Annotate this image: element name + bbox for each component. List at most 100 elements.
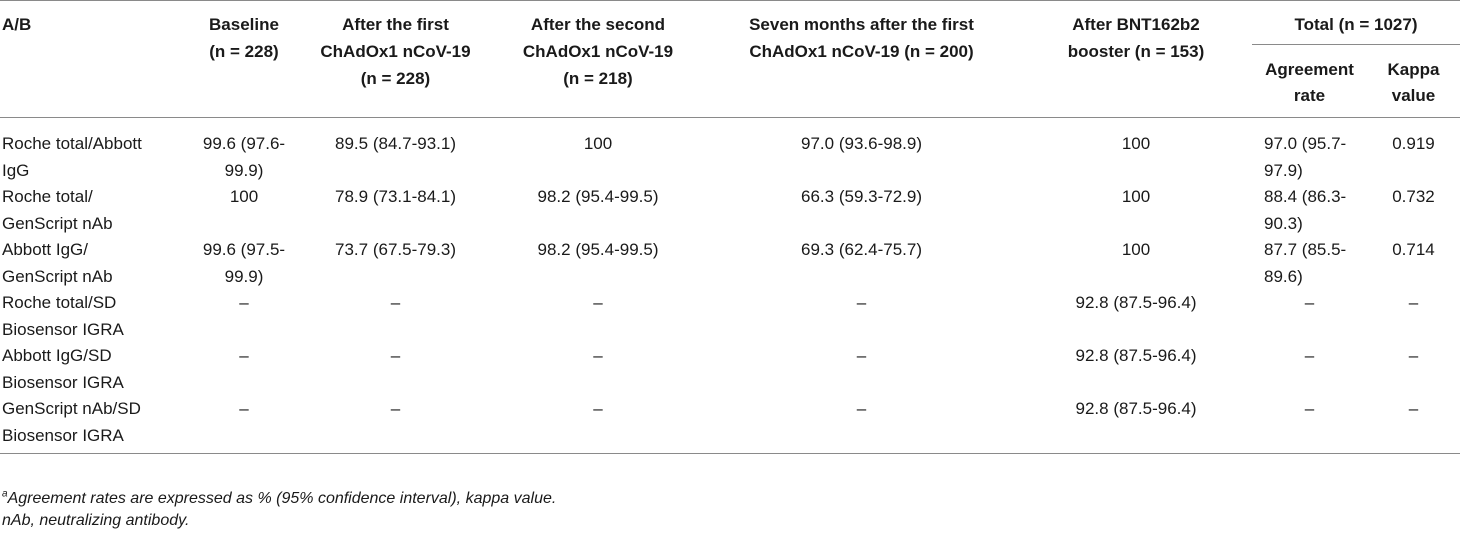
- row-label: Abbott IgG/ GenScript nAb: [0, 237, 190, 290]
- cell-agreement-line1: 97.0 (95.7-: [1264, 134, 1347, 153]
- cell-baseline-line1: –: [239, 293, 249, 312]
- row-label-line1: Roche total/SD: [2, 293, 117, 312]
- cell-booster: 100: [1121, 187, 1151, 206]
- header-second-dose: After the second ChAdOx1 nCoV-19 (n = 21…: [493, 1, 703, 118]
- cell-baseline-line1: 99.6 (97.6-: [202, 134, 286, 153]
- cell-seven: –: [856, 399, 867, 418]
- row-label: Abbott IgG/SD Biosensor IGRA: [0, 343, 190, 396]
- cell-baseline: –: [190, 290, 298, 343]
- header-first-dose: After the first ChAdOx1 nCoV-19 (n = 228…: [298, 1, 493, 118]
- header-first-line2: ChAdOx1 nCoV-19: [320, 42, 471, 61]
- table-row: Roche total/ GenScript nAb 100 78.9 (73.…: [0, 184, 1460, 237]
- row-label-line2: GenScript nAb: [2, 213, 113, 233]
- row-label: GenScript nAb/SD Biosensor IGRA: [0, 396, 190, 454]
- cell-seven: 69.3 (62.4-75.7): [801, 240, 922, 259]
- cell-agreement-line1: 87.7 (85.5-: [1264, 240, 1347, 259]
- header-second-line3: (n = 218): [563, 69, 633, 88]
- cell-first: 89.5 (84.7-93.1): [335, 134, 456, 153]
- cell-seven: 66.3 (59.3-72.9): [801, 187, 922, 206]
- cell-baseline: –: [190, 396, 298, 454]
- row-label-line1: Abbott IgG/: [2, 240, 88, 259]
- cell-first: 73.7 (67.5-79.3): [335, 240, 456, 259]
- header-total: Total (n = 1027): [1252, 0, 1460, 45]
- footnote-agreement: aAgreement rates are expressed as % (95%…: [2, 488, 556, 510]
- cell-first: 78.9 (73.1-84.1): [335, 187, 456, 206]
- cell-second: 100: [583, 134, 613, 153]
- header-second-line1: After the second: [530, 15, 666, 34]
- cell-kappa: 0.732: [1392, 187, 1435, 206]
- cell-agreement-rate: 88.4 (86.3- 90.3): [1252, 184, 1367, 237]
- header-ab: A/B: [2, 15, 32, 34]
- cell-kappa: 0.714: [1392, 240, 1435, 259]
- cell-baseline: 100: [190, 184, 298, 237]
- row-label: Roche total/ GenScript nAb: [0, 184, 190, 237]
- cell-baseline-line1: –: [239, 346, 249, 365]
- header-agreement-rate: Agreement rate: [1252, 45, 1367, 118]
- row-label-line2: GenScript nAb: [2, 266, 113, 286]
- header-seven-line1: Seven months after the first: [749, 15, 974, 34]
- table-row: Roche total/Abbott IgG 99.6 (97.6- 99.9)…: [0, 118, 1460, 185]
- agreement-table: A/B Baseline (n = 228) After the first C…: [0, 0, 1460, 454]
- cell-agreement-line1: –: [1304, 399, 1315, 418]
- header-row-1: A/B Baseline (n = 228) After the first C…: [0, 0, 1460, 88]
- cell-seven: –: [856, 293, 867, 312]
- cell-baseline: 99.6 (97.6- 99.9): [190, 118, 298, 185]
- cell-first: –: [390, 399, 401, 418]
- header-kappa-line1: Kappa: [1387, 60, 1440, 79]
- cell-agreement-line2: 89.6): [1264, 266, 1303, 286]
- row-label-line1: Roche total/Abbott: [2, 134, 142, 153]
- cell-kappa: –: [1408, 399, 1419, 418]
- cell-second: –: [593, 293, 603, 312]
- cell-baseline-line1: 99.6 (97.5-: [202, 240, 286, 259]
- cell-first: –: [390, 346, 401, 365]
- row-label-line2: Biosensor IGRA: [2, 425, 124, 445]
- header-kappa-line2: value: [1391, 86, 1436, 105]
- row-label-line2: Biosensor IGRA: [2, 372, 124, 392]
- cell-booster: 92.8 (87.5-96.4): [1075, 346, 1197, 365]
- header-baseline-line2: (n = 228): [209, 42, 279, 61]
- header-first-line3: (n = 228): [360, 69, 431, 88]
- cell-agreement-rate: 97.0 (95.7- 97.9): [1252, 118, 1367, 185]
- cell-agreement-rate: –: [1252, 290, 1367, 343]
- cell-second: 98.2 (95.4-99.5): [537, 240, 659, 259]
- table-row: GenScript nAb/SD Biosensor IGRA – – – – …: [0, 396, 1460, 454]
- cell-agreement-line1: 88.4 (86.3-: [1264, 187, 1347, 206]
- cell-agreement-line1: –: [1304, 293, 1315, 312]
- table-row: Abbott IgG/ GenScript nAb 99.6 (97.5- 99…: [0, 237, 1460, 290]
- table-header: A/B Baseline (n = 228) After the first C…: [0, 0, 1460, 118]
- cell-agreement-line1: –: [1304, 346, 1315, 365]
- cell-booster: 100: [1121, 240, 1151, 259]
- table-footnotes: aAgreement rates are expressed as % (95%…: [2, 488, 556, 532]
- cell-baseline-line2: 99.9): [224, 266, 264, 286]
- cell-baseline-line1: –: [239, 399, 249, 418]
- table-row: Abbott IgG/SD Biosensor IGRA – – – – 92.…: [0, 343, 1460, 396]
- cell-kappa: –: [1408, 293, 1419, 312]
- header-seven-line2: ChAdOx1 nCoV-19 (n = 200): [749, 42, 974, 61]
- cell-baseline: –: [190, 343, 298, 396]
- header-first-line1: After the first: [342, 15, 449, 34]
- row-label-line2: IgG: [2, 160, 30, 180]
- cell-second: 98.2 (95.4-99.5): [537, 187, 659, 206]
- header-booster: After BNT162b2 booster (n = 153): [1020, 1, 1252, 118]
- row-label: Roche total/SD Biosensor IGRA: [0, 290, 190, 343]
- cell-booster: 100: [1121, 134, 1151, 153]
- cell-agreement-rate: –: [1252, 343, 1367, 396]
- cell-kappa: –: [1408, 346, 1419, 365]
- row-label-line1: Roche total/: [2, 187, 93, 206]
- header-agreement-line2: rate: [1293, 86, 1326, 105]
- header-booster-line2: booster (n = 153): [1067, 42, 1205, 61]
- table-body: Roche total/Abbott IgG 99.6 (97.6- 99.9)…: [0, 118, 1460, 454]
- cell-second: –: [593, 399, 603, 418]
- header-kappa-value: Kappa value: [1367, 45, 1460, 118]
- cell-booster: 92.8 (87.5-96.4): [1075, 399, 1197, 418]
- footnote-nab: nAb, neutralizing antibody.: [2, 512, 190, 529]
- cell-baseline-line1: 100: [229, 187, 259, 206]
- row-label-line1: Abbott IgG/SD: [2, 346, 112, 365]
- footnote-agreement-text: Agreement rates are expressed as % (95% …: [7, 490, 557, 507]
- cell-agreement-line2: 90.3): [1264, 213, 1303, 233]
- header-seven-months: Seven months after the first ChAdOx1 nCo…: [703, 1, 1020, 118]
- header-second-line2: ChAdOx1 nCoV-19: [522, 42, 674, 61]
- footnote-marker: a: [2, 488, 8, 500]
- row-label: Roche total/Abbott IgG: [0, 118, 190, 185]
- table-row: Roche total/SD Biosensor IGRA – – – – 92…: [0, 290, 1460, 343]
